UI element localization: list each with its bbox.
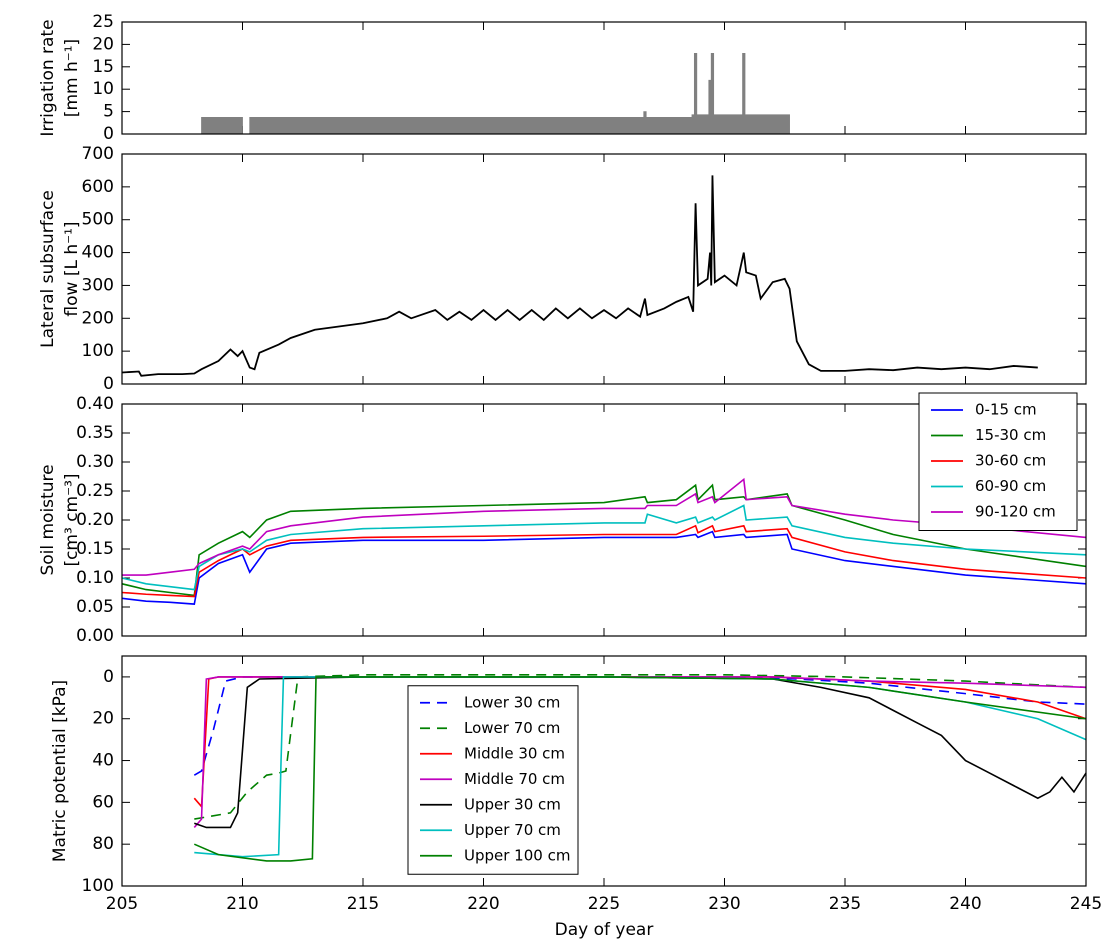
series-line: [121, 530, 1087, 605]
plot-frame: [121, 403, 1087, 637]
y-tick-label: 0.25: [76, 481, 114, 501]
plot-frame: [121, 21, 1087, 135]
y-tick-label: 500: [82, 210, 114, 230]
series-line: [193, 676, 1087, 809]
y-tick-label: 0: [103, 124, 114, 144]
y-axis-label: [mm h⁻¹]: [62, 39, 82, 117]
y-axis-label: [cm³ cm⁻³]: [62, 473, 82, 566]
y-axis-label: Lateral subsurface: [38, 190, 58, 348]
legend-label: Upper 70 cm: [464, 821, 561, 839]
plot-frame: [121, 655, 1087, 887]
y-tick-label: 100: [82, 876, 114, 896]
y-tick-label: 0.30: [76, 452, 114, 472]
x-tick-label: 235: [829, 894, 861, 914]
legend-label: 30-60 cm: [975, 452, 1046, 470]
x-tick-label: 205: [106, 894, 138, 914]
y-tick-label: 15: [92, 57, 114, 77]
legend-label: 60-90 cm: [975, 477, 1046, 495]
y-tick-label: 300: [82, 275, 114, 295]
plot-frame: [121, 153, 1087, 385]
series-line: [121, 524, 1087, 598]
y-tick-label: 0: [103, 667, 114, 687]
legend-label: 15-30 cm: [975, 426, 1046, 444]
y-tick-label: 0.20: [76, 510, 114, 530]
series-line: [121, 504, 1087, 591]
legend-label: 90-120 cm: [975, 503, 1056, 521]
series-line: [194, 676, 1087, 829]
series-line: [122, 477, 1087, 576]
y-tick-label: 100: [82, 341, 114, 361]
x-axis-label: Day of year: [555, 920, 654, 940]
y-tick-label: 5: [103, 102, 114, 122]
legend-label: Upper 30 cm: [464, 795, 561, 813]
series-line: [194, 676, 1087, 858]
legend-label: Lower 30 cm: [464, 693, 560, 711]
legend: 0-15 cm 15-30 cm 30-60 cm 60-90 cm 90-120 cm: [918, 392, 1078, 531]
x-tick-label: 220: [467, 894, 499, 914]
y-tick-label: 0.10: [76, 568, 114, 588]
y-tick-label: 80: [92, 834, 114, 854]
y-tick-label: 10: [92, 79, 114, 99]
y-tick-label: 200: [82, 308, 114, 328]
x-tick-label: 215: [347, 894, 379, 914]
y-tick-label: 20: [92, 709, 114, 729]
series-line: [193, 676, 1087, 862]
x-tick-label: 245: [1070, 894, 1102, 914]
flow-line: [121, 175, 1038, 377]
legend: Lower 30 cm Lower 70 cm Middle 30 cm Middle…: [407, 685, 579, 875]
y-tick-label: 0.00: [76, 626, 114, 646]
legend-label: 0-15 cm: [975, 401, 1037, 419]
panel: 0.00 0.05 0.10 0.15 0.20 0.25 0.30 0.35 0.40 Soil…: [38, 392, 1087, 646]
y-axis-label: flow [L h⁻¹]: [62, 221, 82, 316]
legend-label: Middle 30 cm: [464, 744, 565, 762]
panel: 0 100 200 300 400 500 600 700 Lateral subsurface…: [38, 144, 1087, 394]
x-tick-label: 225: [588, 894, 620, 914]
y-tick-label: 0.05: [76, 597, 114, 617]
y-tick-label: 0.35: [76, 423, 114, 443]
y-axis-label: Soil moisture: [38, 464, 58, 575]
y-tick-label: 400: [82, 243, 114, 263]
y-tick-label: 40: [92, 751, 114, 771]
y-axis-label: Irrigation rate: [38, 19, 58, 136]
series-line: [193, 676, 1087, 776]
y-tick-label: 25: [92, 12, 114, 32]
legend-label: Upper 100 cm: [464, 846, 570, 864]
y-tick-label: 0.15: [76, 539, 114, 559]
y-tick-label: 20: [92, 34, 114, 54]
y-axis-label: Matric potential [kPa]: [50, 680, 70, 862]
x-tick-label: 230: [708, 894, 740, 914]
x-tick-label: 240: [949, 894, 981, 914]
y-tick-label: 600: [82, 177, 114, 197]
x-tick-label: 210: [226, 894, 258, 914]
y-tick-label: 60: [92, 792, 114, 812]
irrigation-area: [201, 52, 790, 135]
legend-label: Lower 70 cm: [464, 719, 560, 737]
y-tick-label: 0.40: [76, 394, 114, 414]
y-tick-label: 0: [103, 374, 114, 394]
series-line: [194, 674, 1087, 820]
y-tick-label: 700: [82, 144, 114, 164]
legend-label: Middle 70 cm: [464, 770, 565, 788]
